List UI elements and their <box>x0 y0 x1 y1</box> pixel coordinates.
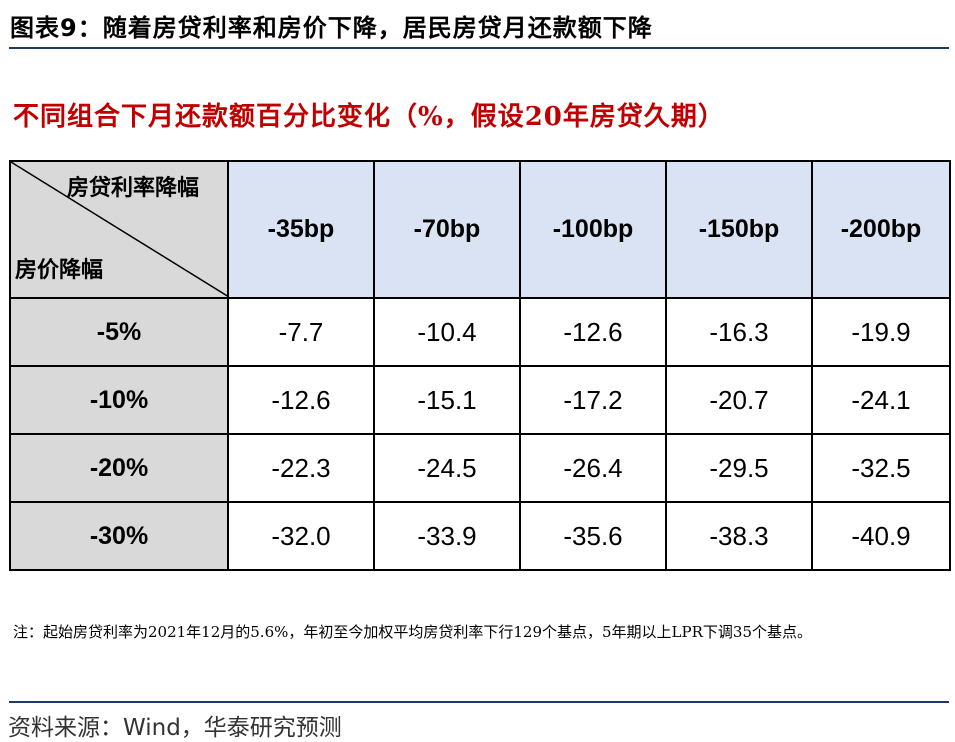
row-header: -20% <box>9 433 229 503</box>
table-cell: -16.3 <box>665 297 813 367</box>
table-cell: -12.6 <box>227 365 375 435</box>
figure-label: 图表9： <box>10 14 103 42</box>
data-table: 房贷利率降幅 房价降幅 -35bp -70bp -100bp -150bp -2… <box>9 160 951 571</box>
table-cell: -33.9 <box>373 501 521 571</box>
column-header: -70bp <box>373 160 521 299</box>
column-header: -200bp <box>811 160 951 299</box>
table-cell: -38.3 <box>665 501 813 571</box>
figure-title: 图表9：随着房贷利率和房价下降，居民房贷月还款额下降 <box>10 8 653 43</box>
top-divider <box>9 47 949 49</box>
corner-column-caption: 房贷利率降幅 <box>66 175 199 201</box>
figure-title-text: 随着房贷利率和房价下降，居民房贷月还款额下降 <box>102 13 653 42</box>
row-header: -5% <box>9 297 229 367</box>
table-row: -10% -12.6 -15.1 -17.2 -20.7 -24.1 <box>9 365 951 435</box>
table-cell: -19.9 <box>811 297 951 367</box>
table-cell: -22.3 <box>227 433 375 503</box>
column-header: -150bp <box>665 160 813 299</box>
header-row: 房贷利率降幅 房价降幅 -35bp -70bp -100bp -150bp -2… <box>9 160 951 299</box>
row-header: -30% <box>9 501 229 571</box>
table-cell: -32.0 <box>227 501 375 571</box>
column-header: -100bp <box>519 160 667 299</box>
table-cell: -32.5 <box>811 433 951 503</box>
table-cell: -15.1 <box>373 365 521 435</box>
bottom-divider <box>9 701 949 703</box>
table-cell: -24.5 <box>373 433 521 503</box>
table-row: -30% -32.0 -33.9 -35.6 -38.3 -40.9 <box>9 501 951 571</box>
table-cell: -7.7 <box>227 297 375 367</box>
table-cell: -20.7 <box>665 365 813 435</box>
table-cell: -29.5 <box>665 433 813 503</box>
footnote: 注：起始房贷利率为2021年12月的5.6%，年初至今加权平均房贷利率下行129… <box>13 623 812 641</box>
table-cell: -24.1 <box>811 365 951 435</box>
corner-cell: 房贷利率降幅 房价降幅 <box>9 160 229 299</box>
row-header: -10% <box>9 365 229 435</box>
column-header: -35bp <box>227 160 375 299</box>
table-title: 不同组合下月还款额百分比变化（%，假设20年房贷久期） <box>13 102 725 132</box>
corner-diagonal <box>11 162 229 297</box>
table-row: -20% -22.3 -24.5 -26.4 -29.5 -32.5 <box>9 433 951 503</box>
corner-row-caption: 房价降幅 <box>15 257 104 283</box>
table-cell: -17.2 <box>519 365 667 435</box>
table-cell: -40.9 <box>811 501 951 571</box>
table-cell: -12.6 <box>519 297 667 367</box>
table-row: -5% -7.7 -10.4 -12.6 -16.3 -19.9 <box>9 297 951 367</box>
table-cell: -35.6 <box>519 501 667 571</box>
source-line: 资料来源：Wind，华泰研究预测 <box>8 715 342 741</box>
table-cell: -10.4 <box>373 297 521 367</box>
table-cell: -26.4 <box>519 433 667 503</box>
